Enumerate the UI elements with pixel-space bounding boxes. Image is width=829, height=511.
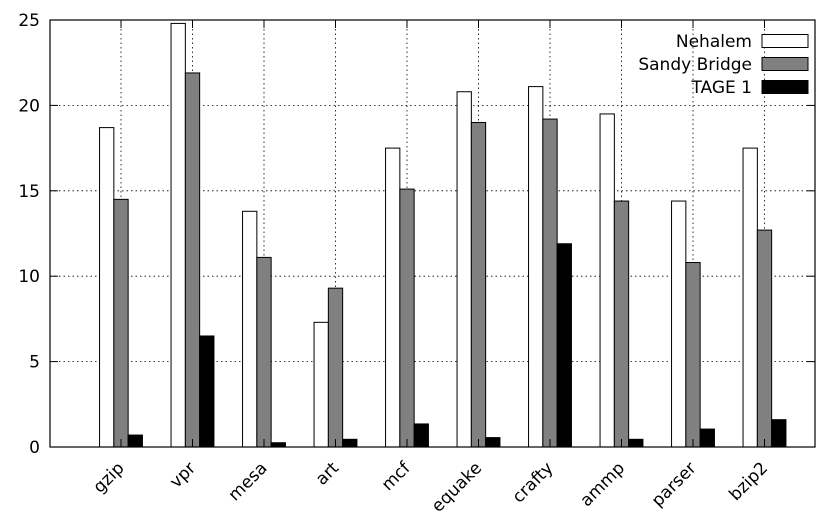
bar-nehalem [242, 210, 258, 448]
x-tick-label: bzip2 [725, 458, 772, 505]
bar-nehalem [170, 22, 186, 448]
y-tick-label: 5 [29, 353, 40, 373]
bar-nehalem [456, 91, 472, 448]
bar-sandy-bridge [613, 200, 630, 448]
x-tick-label: ammp [576, 458, 629, 511]
bar-nehalem [385, 147, 401, 448]
bar-sandy-bridge [756, 229, 773, 448]
bar-tage-1 [342, 438, 358, 448]
legend-label: Nehalem [676, 32, 752, 52]
bar-sandy-bridge [685, 262, 701, 448]
y-tick-label: 20 [18, 96, 40, 116]
x-tick-label: mesa [225, 458, 272, 505]
x-tick-label: crafty [509, 458, 558, 507]
y-tick-label: 10 [18, 267, 40, 287]
x-tick-label: art [312, 458, 343, 489]
bar-nehalem [742, 147, 758, 448]
x-tick-label: parser [648, 458, 701, 511]
legend-label: TAGE 1 [690, 78, 752, 98]
bar-nehalem [99, 127, 115, 448]
y-tick-label: 0 [29, 438, 40, 458]
x-tick-label: gzip [89, 458, 128, 497]
plot-frame [49, 19, 816, 448]
legend-label: Sandy Bridge [638, 55, 752, 75]
bar-sandy-bridge [184, 72, 201, 448]
bar-nehalem [313, 321, 329, 448]
x-tick-label: vpr [166, 458, 200, 492]
bar-tage-1 [628, 438, 644, 448]
legend-swatch [761, 34, 809, 48]
bar-nehalem [599, 113, 615, 448]
bar-tage-1 [413, 423, 429, 448]
legend-swatch [761, 57, 809, 71]
x-tick-label: mcf [378, 458, 415, 495]
legend-swatch [761, 80, 809, 94]
legend: Nehalem Sandy Bridge TAGE 1 [638, 32, 809, 98]
y-tick-label: 25 [18, 11, 40, 31]
y-tick-label: 15 [18, 182, 40, 202]
bar-sandy-bridge [470, 121, 487, 448]
bar-sandy-bridge [113, 198, 129, 448]
bar-sandy-bridge [327, 287, 344, 448]
bars [99, 22, 787, 448]
x-tick-label: equake [428, 458, 486, 511]
bar-tage-1 [699, 428, 715, 448]
bar-tage-1 [771, 419, 787, 448]
bar-nehalem [528, 86, 544, 448]
bar-tage-1 [199, 335, 215, 448]
bar-tage-1 [270, 442, 286, 448]
bar-sandy-bridge [399, 188, 415, 448]
bar-sandy-bridge [256, 256, 272, 448]
bar-tage-1 [485, 437, 501, 448]
bar-tage-1 [127, 434, 143, 448]
bar-sandy-bridge [542, 118, 558, 448]
bar-nehalem [671, 200, 687, 448]
bar-tage-1 [556, 243, 572, 448]
y-axis: 0 5 10 15 20 25 [18, 11, 815, 458]
